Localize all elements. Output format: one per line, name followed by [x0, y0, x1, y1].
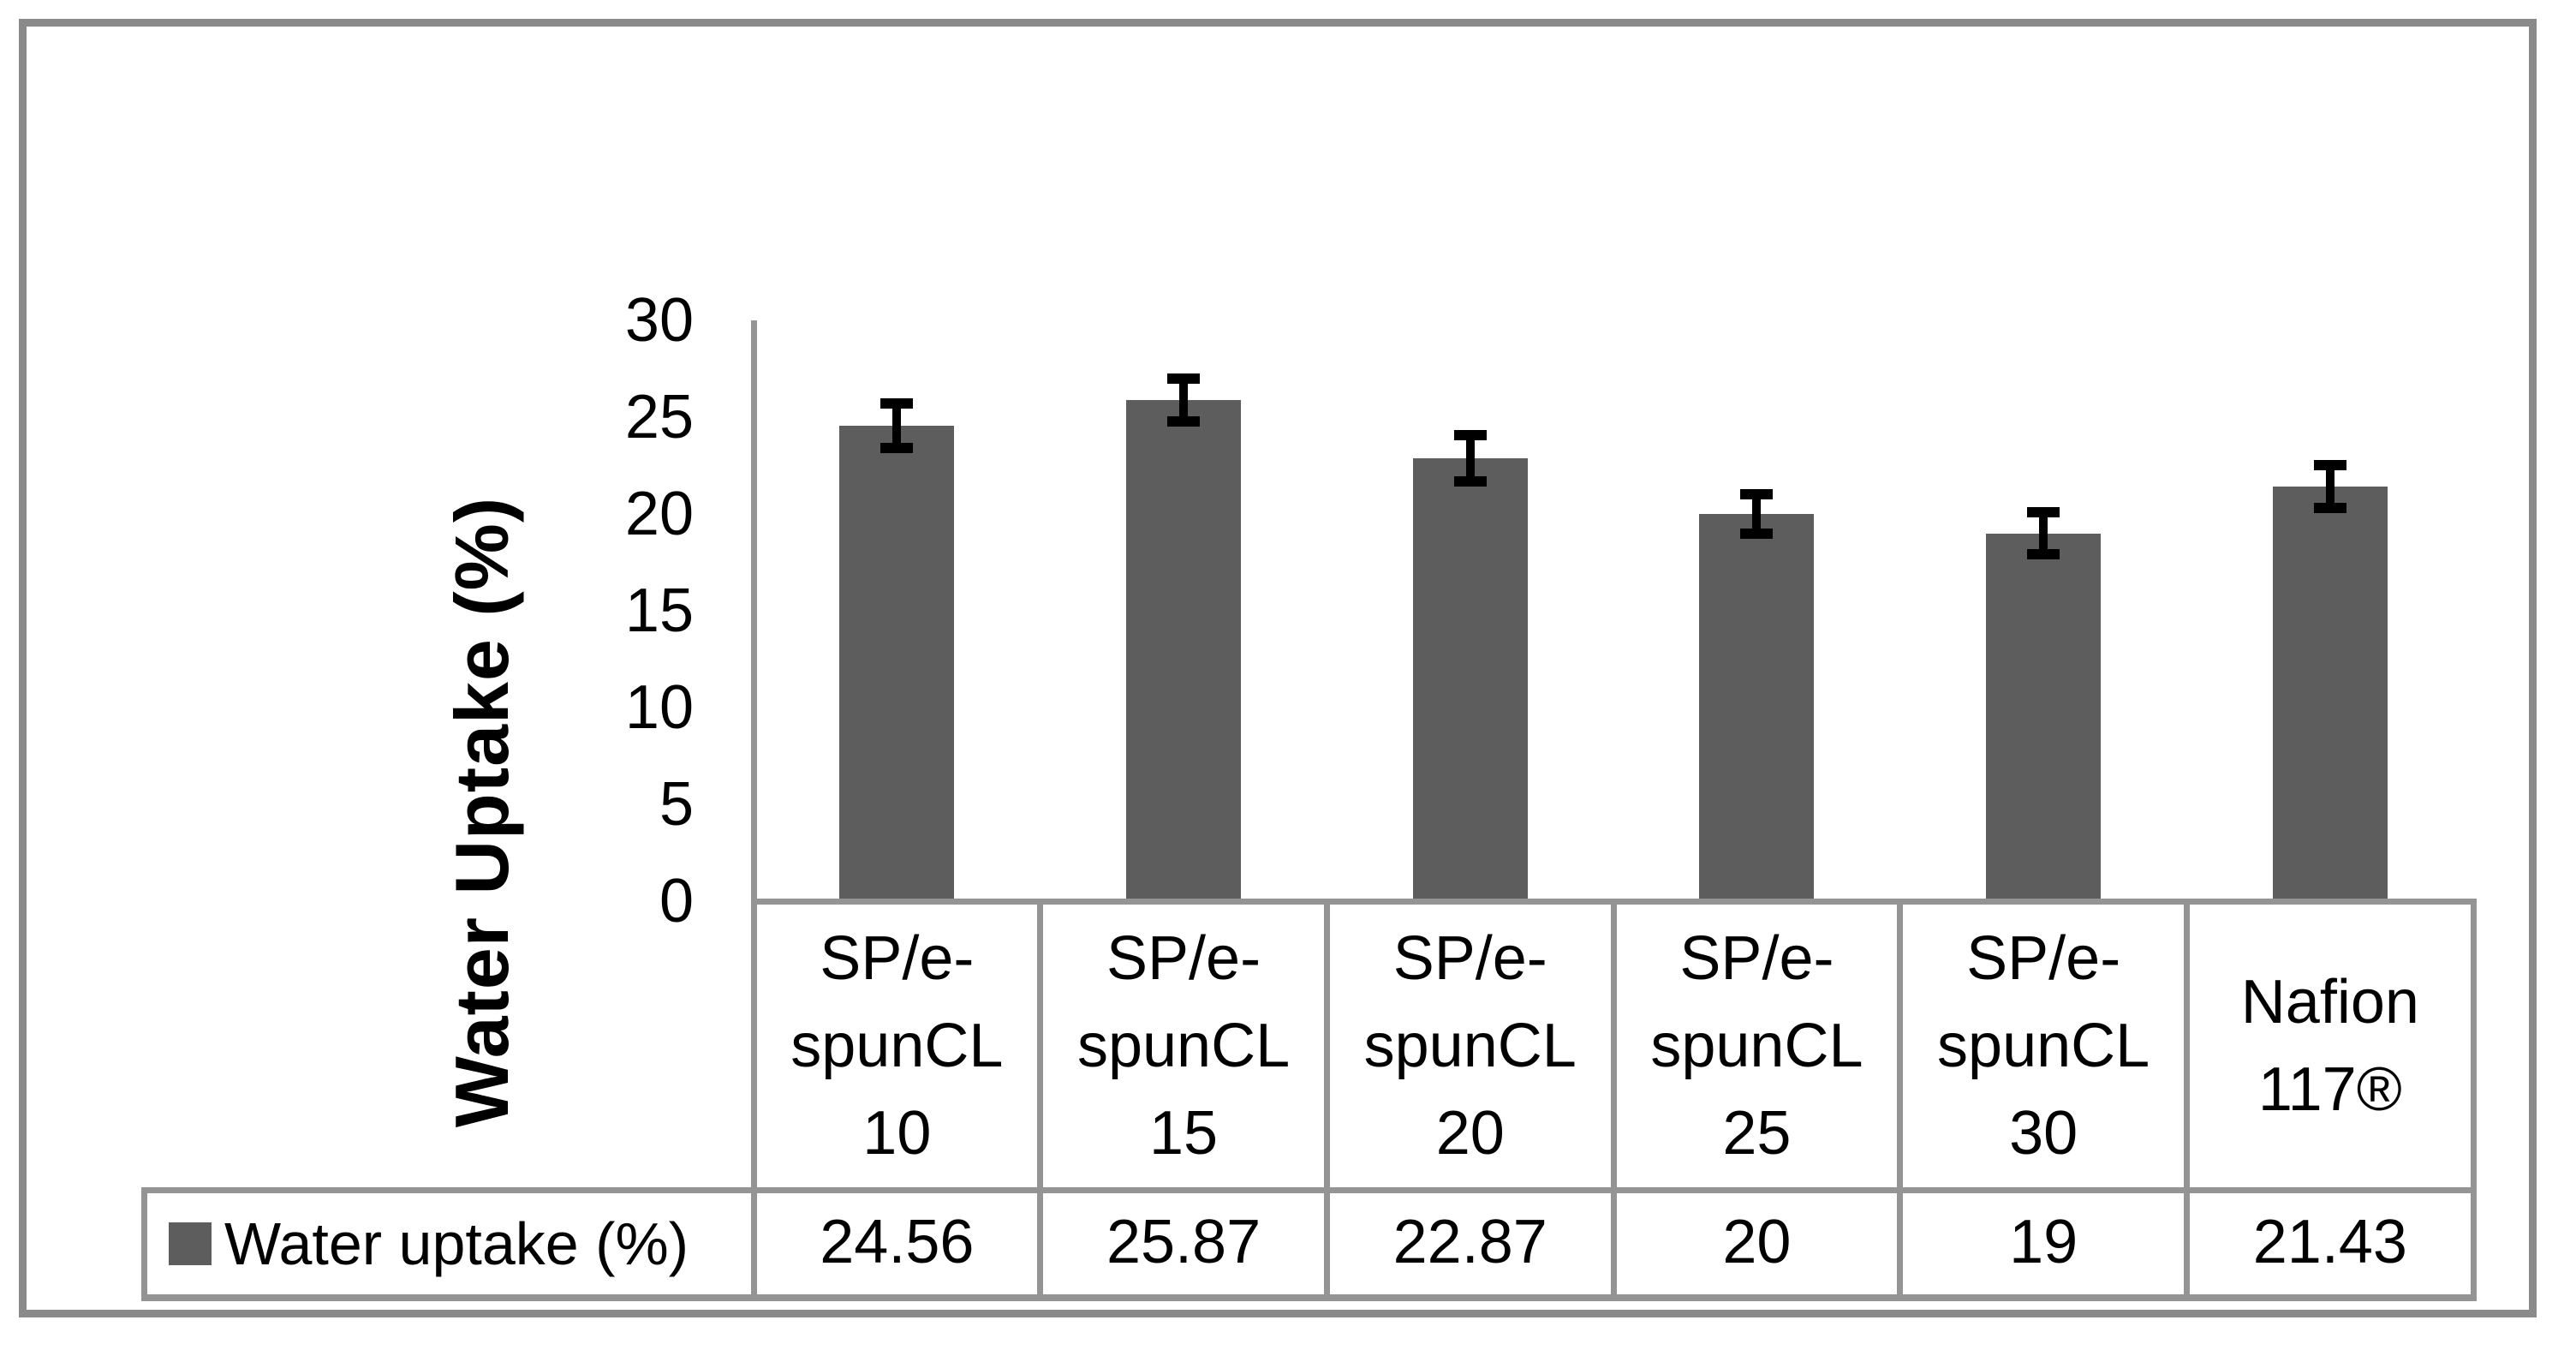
category-label-line: 15: [1148, 1098, 1219, 1168]
y-axis-tick-label: 5: [659, 770, 694, 839]
error-bar-cap-top: [1453, 430, 1487, 441]
legend-label: Water uptake (%): [224, 1210, 689, 1277]
error-bar-cap-top: [880, 397, 914, 409]
category-cell: SP/e-spunCL 25: [1620, 907, 1894, 1184]
error-bar-line: [1465, 435, 1475, 482]
category-label-line: 20: [1435, 1098, 1505, 1168]
bar: [839, 425, 955, 901]
y-axis-tick-label: 10: [624, 673, 694, 742]
table-border-vertical: [2184, 899, 2190, 1301]
table-border-vertical: [1897, 899, 1904, 1301]
error-bar-cap-bottom: [1167, 416, 1201, 427]
category-label-line: 25: [1722, 1098, 1792, 1168]
category-cell: SP/e-spunCL 15: [1046, 907, 1321, 1184]
category-label-line: 10: [862, 1098, 932, 1168]
error-bar-cap-bottom: [1453, 476, 1487, 487]
category-label-line: SP/e-: [1966, 923, 2121, 993]
y-axis-tick-label: 0: [659, 867, 694, 935]
error-bar-cap-top: [1167, 373, 1201, 385]
error-bar-line: [2325, 464, 2334, 508]
category-label-line: spunCL: [1076, 1011, 1291, 1080]
category-label-line: SP/e-: [820, 923, 975, 993]
category-label-line: Nafion: [2240, 967, 2419, 1036]
category-cell: Nafion 117®: [2193, 907, 2467, 1184]
x-axis-baseline: [750, 899, 2477, 905]
category-label-line: SP/e-: [1679, 923, 1834, 993]
table-border-vertical: [1610, 899, 1617, 1301]
y-axis-tick-label: 25: [624, 383, 694, 451]
table-border-vertical: [1323, 899, 1330, 1301]
table-border-bottom: [140, 1294, 2477, 1301]
chart-outer-border: [19, 19, 2537, 1317]
error-bar-cap-top: [2313, 459, 2346, 470]
category-label-line: spunCL: [1363, 1011, 1577, 1080]
category-label-line: spunCL: [790, 1011, 1004, 1080]
table-border-left: [140, 1186, 147, 1301]
category-label-line: 117®: [2257, 1054, 2402, 1124]
category-label-line: 30: [2009, 1098, 2078, 1168]
value-cell: 20: [1722, 1208, 1792, 1276]
error-bar-line: [2039, 511, 2048, 555]
value-cell: 22.87: [1392, 1208, 1547, 1276]
error-bar-line: [1752, 494, 1762, 534]
error-bar-cap-bottom: [2313, 502, 2346, 513]
value-cell: 19: [2009, 1208, 2078, 1276]
value-cell: 25.87: [1106, 1208, 1261, 1276]
bar: [1126, 400, 1242, 901]
table-border-vertical: [1037, 899, 1044, 1301]
error-bar-cap-bottom: [2027, 549, 2060, 560]
y-axis-tick-label: 20: [624, 480, 694, 548]
bar: [1986, 533, 2102, 901]
error-bar-cap-bottom: [1740, 528, 1774, 539]
y-axis-tick-label: 30: [624, 286, 694, 355]
table-border-vertical: [2470, 899, 2477, 1301]
value-cell: 24.56: [820, 1208, 975, 1276]
bar: [1699, 514, 1815, 901]
y-axis-tick-label: 15: [624, 576, 694, 645]
error-bar-line: [1179, 379, 1189, 422]
category-label-line: SP/e-: [1392, 923, 1547, 993]
category-label-line: spunCL: [1650, 1011, 1863, 1080]
error-bar-cap-top: [2027, 506, 2060, 517]
category-label-line: spunCL: [1937, 1011, 2150, 1080]
y-axis-line: [750, 320, 757, 1301]
error-bar-cap-bottom: [880, 442, 914, 453]
legend-swatch: [169, 1222, 212, 1265]
category-cell: SP/e-spunCL 20: [1333, 907, 1607, 1184]
error-bar-cap-top: [1740, 489, 1774, 500]
category-cell: SP/e-spunCL 10: [760, 907, 1035, 1184]
table-border-row-divider: [140, 1186, 2477, 1193]
category-label-line: SP/e-: [1106, 923, 1261, 993]
bar: [1412, 458, 1528, 901]
value-cell: 21.43: [2252, 1208, 2407, 1276]
category-cell: SP/e-spunCL 30: [1906, 907, 2180, 1184]
bar: [2272, 486, 2388, 901]
error-bar-line: [892, 403, 902, 448]
